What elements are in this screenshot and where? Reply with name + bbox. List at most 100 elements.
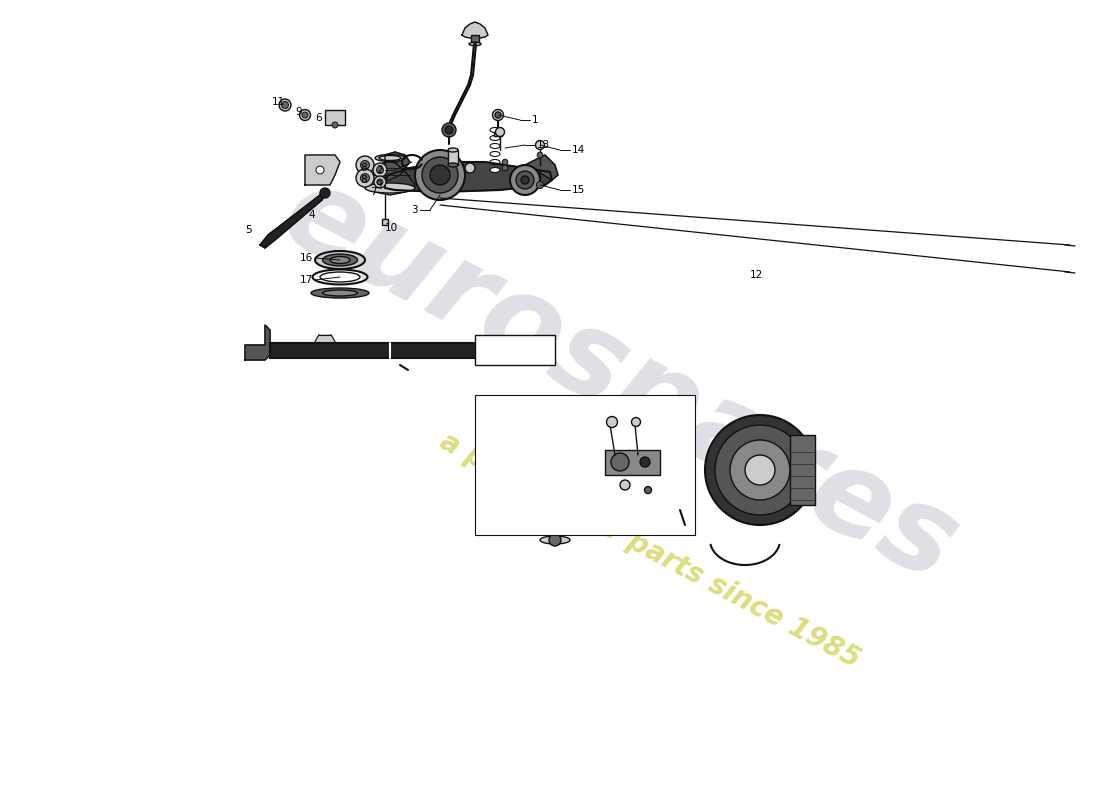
Polygon shape xyxy=(319,345,331,355)
Bar xyxy=(324,110,345,125)
Text: 8: 8 xyxy=(360,163,366,173)
Circle shape xyxy=(356,169,374,187)
Ellipse shape xyxy=(379,155,401,161)
Circle shape xyxy=(495,112,500,118)
Text: 3: 3 xyxy=(411,205,418,215)
Circle shape xyxy=(745,455,776,485)
Text: 8: 8 xyxy=(360,175,366,185)
Ellipse shape xyxy=(490,159,500,165)
Ellipse shape xyxy=(528,417,572,427)
Ellipse shape xyxy=(528,525,572,535)
Circle shape xyxy=(415,150,465,200)
Polygon shape xyxy=(385,162,552,192)
Ellipse shape xyxy=(490,127,500,133)
Circle shape xyxy=(282,102,288,109)
Ellipse shape xyxy=(322,290,358,296)
Circle shape xyxy=(640,457,650,467)
Circle shape xyxy=(422,157,458,193)
Circle shape xyxy=(361,161,370,170)
Text: 6: 6 xyxy=(315,113,321,123)
Circle shape xyxy=(730,440,790,500)
Text: 1: 1 xyxy=(532,115,539,125)
Text: 14: 14 xyxy=(572,145,585,155)
Bar xyxy=(494,132,502,136)
Circle shape xyxy=(376,166,384,174)
Ellipse shape xyxy=(311,288,368,298)
Text: 9: 9 xyxy=(295,107,301,117)
Circle shape xyxy=(374,176,386,188)
Ellipse shape xyxy=(315,251,365,269)
Bar xyxy=(448,150,458,165)
Circle shape xyxy=(320,188,330,198)
Circle shape xyxy=(516,171,534,189)
Circle shape xyxy=(430,165,450,185)
Circle shape xyxy=(537,152,542,158)
Text: a passion for parts since 1985: a passion for parts since 1985 xyxy=(436,427,865,673)
Text: 7: 7 xyxy=(370,187,376,197)
Ellipse shape xyxy=(490,167,500,173)
Ellipse shape xyxy=(490,135,500,141)
Circle shape xyxy=(279,99,292,111)
Text: 4: 4 xyxy=(308,210,315,220)
Polygon shape xyxy=(448,65,474,128)
Polygon shape xyxy=(525,155,558,180)
Circle shape xyxy=(302,112,308,118)
Circle shape xyxy=(715,425,805,515)
Polygon shape xyxy=(472,44,476,65)
Polygon shape xyxy=(324,345,337,355)
Circle shape xyxy=(465,163,475,173)
Bar xyxy=(270,343,510,358)
Circle shape xyxy=(493,110,504,121)
Circle shape xyxy=(645,486,651,494)
Ellipse shape xyxy=(469,42,481,46)
Circle shape xyxy=(521,176,529,184)
Ellipse shape xyxy=(448,148,458,152)
Circle shape xyxy=(537,182,543,189)
Circle shape xyxy=(620,480,630,490)
Circle shape xyxy=(356,156,374,174)
Text: 15: 15 xyxy=(572,185,585,195)
Bar xyxy=(790,435,815,505)
Circle shape xyxy=(549,534,561,546)
Polygon shape xyxy=(385,152,410,182)
Circle shape xyxy=(361,174,370,182)
Text: 16: 16 xyxy=(299,253,314,263)
Ellipse shape xyxy=(375,154,405,162)
Polygon shape xyxy=(365,160,415,195)
Bar xyxy=(605,450,660,475)
Circle shape xyxy=(495,127,505,137)
Text: 12: 12 xyxy=(750,270,763,280)
Circle shape xyxy=(442,123,456,137)
Text: 2: 2 xyxy=(376,165,383,175)
Ellipse shape xyxy=(525,489,575,499)
Polygon shape xyxy=(260,190,328,248)
Circle shape xyxy=(446,126,453,134)
Text: eurospares: eurospares xyxy=(264,154,977,606)
Polygon shape xyxy=(324,334,337,345)
Bar xyxy=(382,219,388,225)
Text: 10: 10 xyxy=(385,223,398,233)
Ellipse shape xyxy=(322,254,358,266)
Text: 11: 11 xyxy=(272,97,285,107)
Ellipse shape xyxy=(526,507,574,517)
Polygon shape xyxy=(314,334,324,345)
Circle shape xyxy=(377,179,383,185)
Ellipse shape xyxy=(490,151,500,157)
Circle shape xyxy=(631,418,640,426)
Circle shape xyxy=(606,417,617,427)
Circle shape xyxy=(503,166,508,170)
Polygon shape xyxy=(245,325,270,360)
Circle shape xyxy=(536,141,544,150)
Polygon shape xyxy=(462,22,488,39)
Circle shape xyxy=(299,110,310,121)
Ellipse shape xyxy=(522,471,578,481)
Polygon shape xyxy=(314,345,324,355)
Polygon shape xyxy=(319,334,331,345)
Text: 5: 5 xyxy=(245,225,252,235)
Bar xyxy=(475,395,695,535)
Ellipse shape xyxy=(540,536,570,544)
Text: 9: 9 xyxy=(375,180,382,190)
Circle shape xyxy=(510,165,540,195)
Circle shape xyxy=(503,159,508,165)
Text: 13: 13 xyxy=(537,140,550,150)
